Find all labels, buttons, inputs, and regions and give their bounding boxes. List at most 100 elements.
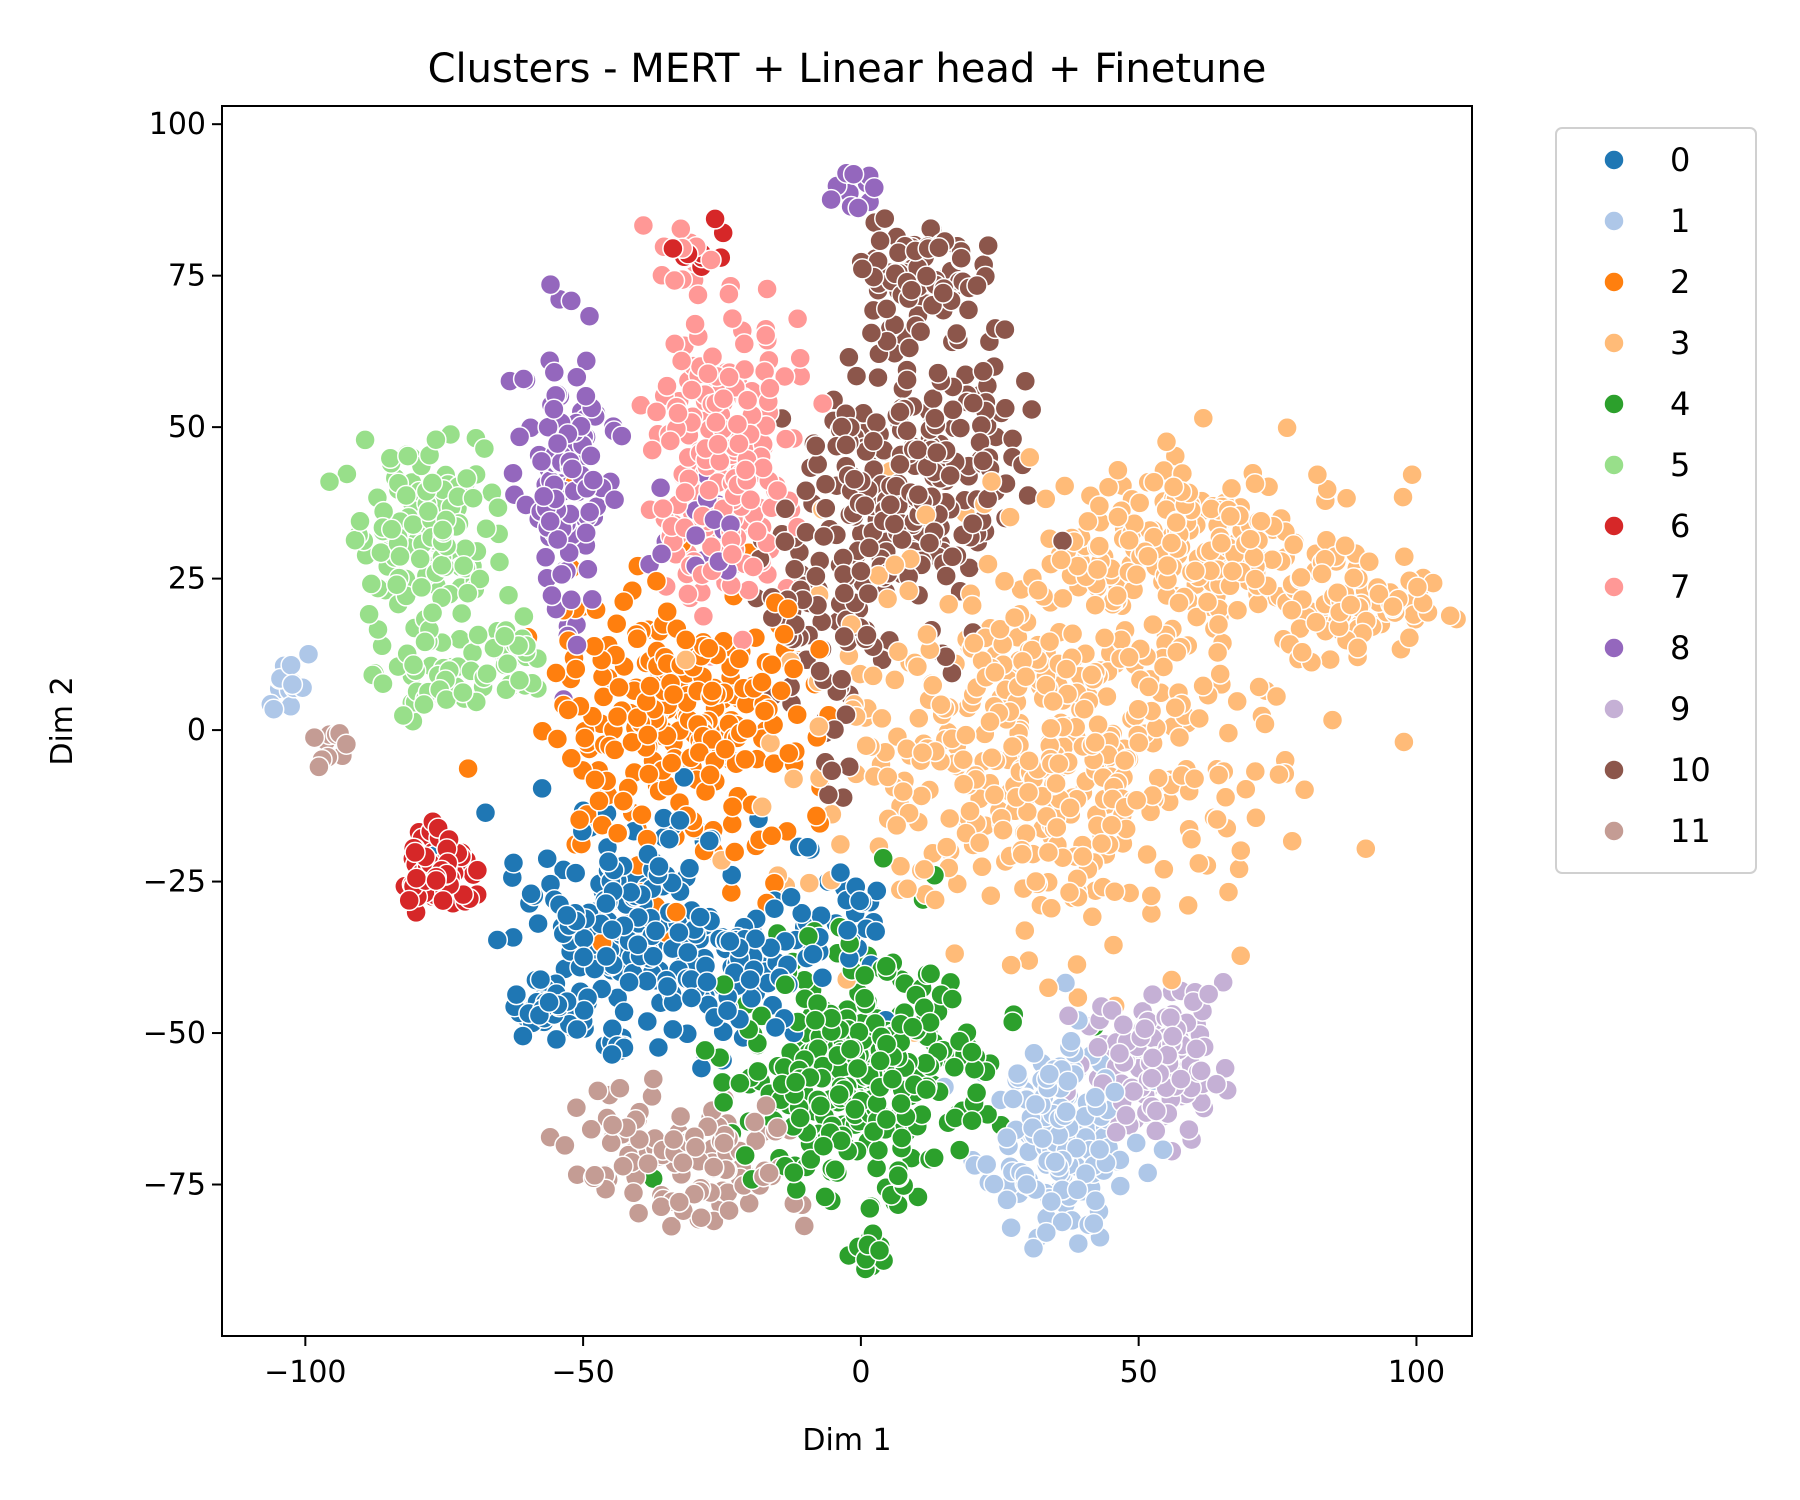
data-point-cluster-4 bbox=[839, 1038, 862, 1060]
data-point-cluster-0 bbox=[595, 892, 617, 915]
data-point-cluster-3 bbox=[1226, 690, 1248, 713]
data-point-cluster-4 bbox=[868, 1239, 891, 1262]
data-point-cluster-0 bbox=[564, 862, 587, 884]
data-point-cluster-3 bbox=[1406, 576, 1429, 598]
data-point-cluster-7 bbox=[645, 401, 668, 423]
data-point-cluster-0 bbox=[636, 970, 658, 992]
data-point-cluster-3 bbox=[1268, 763, 1290, 786]
data-point-cluster-0 bbox=[502, 852, 525, 874]
data-point-cluster-2 bbox=[545, 662, 567, 684]
data-point-cluster-7 bbox=[739, 489, 762, 511]
data-point-cluster-11 bbox=[660, 1215, 683, 1238]
data-point-cluster-0 bbox=[866, 880, 888, 902]
data-point-cluster-8 bbox=[649, 477, 672, 499]
data-point-cluster-0 bbox=[529, 968, 552, 991]
legend-label-5: 5 bbox=[1670, 446, 1690, 484]
legend-marker-3 bbox=[1603, 332, 1625, 354]
data-point-cluster-10 bbox=[924, 407, 946, 430]
data-point-cluster-7 bbox=[677, 583, 699, 605]
data-point-cluster-11 bbox=[662, 1128, 685, 1151]
data-point-cluster-10 bbox=[962, 392, 984, 414]
data-point-cluster-10 bbox=[832, 563, 855, 586]
data-point-cluster-3 bbox=[1311, 563, 1333, 585]
data-point-cluster-3 bbox=[1250, 510, 1272, 532]
data-point-cluster-3 bbox=[1127, 698, 1149, 720]
data-point-cluster-2 bbox=[701, 680, 724, 702]
data-point-cluster-10 bbox=[806, 453, 829, 476]
data-point-cluster-1 bbox=[1088, 1138, 1111, 1161]
data-point-cluster-8 bbox=[577, 558, 599, 581]
legend-marker-2 bbox=[1603, 271, 1625, 293]
data-point-cluster-3 bbox=[1226, 599, 1249, 621]
data-point-cluster-3 bbox=[1017, 781, 1040, 804]
data-point-cluster-10 bbox=[1051, 530, 1074, 552]
data-point-cluster-3 bbox=[1027, 579, 1049, 602]
data-point-cluster-2 bbox=[592, 686, 615, 708]
data-point-cluster-5 bbox=[397, 445, 419, 467]
data-point-cluster-10 bbox=[812, 525, 835, 548]
data-point-cluster-0 bbox=[486, 929, 509, 951]
data-point-cluster-5 bbox=[475, 517, 497, 540]
data-point-cluster-4 bbox=[961, 1041, 983, 1063]
data-point-cluster-10 bbox=[843, 468, 866, 491]
data-point-cluster-3 bbox=[1152, 656, 1175, 678]
data-point-cluster-2 bbox=[612, 590, 635, 613]
data-point-cluster-0 bbox=[520, 883, 542, 905]
data-point-cluster-8 bbox=[847, 197, 869, 219]
data-point-cluster-7 bbox=[697, 362, 719, 385]
data-point-cluster-0 bbox=[790, 902, 813, 925]
legend-label-2: 2 bbox=[1670, 263, 1690, 301]
data-point-cluster-5 bbox=[455, 467, 478, 490]
data-point-cluster-3 bbox=[1097, 476, 1120, 498]
data-point-cluster-10 bbox=[850, 560, 872, 582]
data-point-cluster-5 bbox=[358, 603, 380, 626]
data-point-cluster-3 bbox=[862, 665, 884, 687]
data-point-cluster-0 bbox=[647, 1036, 670, 1059]
y-tick-label: 50 bbox=[168, 410, 206, 445]
data-point-cluster-8 bbox=[578, 305, 601, 327]
data-point-cluster-10 bbox=[889, 401, 911, 423]
data-point-cluster-2 bbox=[751, 671, 773, 693]
data-point-cluster-5 bbox=[410, 576, 433, 599]
data-point-cluster-1 bbox=[1057, 1070, 1079, 1092]
data-point-cluster-11 bbox=[713, 1132, 735, 1154]
data-point-cluster-2 bbox=[605, 612, 628, 635]
data-point-cluster-0 bbox=[658, 828, 681, 850]
data-point-cluster-3 bbox=[1393, 731, 1415, 753]
data-point-cluster-4 bbox=[923, 1147, 945, 1169]
data-point-cluster-9 bbox=[1112, 1014, 1135, 1036]
chart-title: Clusters - MERT + Linear head + Finetune bbox=[428, 46, 1267, 92]
data-point-cluster-0 bbox=[739, 968, 761, 991]
data-point-cluster-7 bbox=[687, 284, 709, 306]
y-tick-label: 25 bbox=[168, 562, 206, 597]
data-point-cluster-10 bbox=[883, 513, 906, 535]
legend-label-10: 10 bbox=[1670, 751, 1711, 789]
data-point-cluster-1 bbox=[1104, 1081, 1126, 1103]
data-point-cluster-9 bbox=[1159, 1006, 1182, 1029]
data-point-cluster-0 bbox=[566, 1018, 588, 1041]
y-tick-label: 100 bbox=[149, 107, 206, 142]
data-point-cluster-6 bbox=[662, 237, 684, 260]
data-point-cluster-10 bbox=[977, 234, 999, 257]
data-point-cluster-2 bbox=[626, 706, 649, 729]
data-point-cluster-3 bbox=[992, 819, 1014, 841]
data-point-cluster-7 bbox=[652, 497, 674, 520]
data-point-cluster-3 bbox=[1239, 528, 1262, 550]
data-point-cluster-3 bbox=[1035, 488, 1057, 510]
data-point-cluster-3 bbox=[1245, 807, 1267, 829]
data-point-cluster-0 bbox=[627, 934, 649, 956]
data-point-cluster-3 bbox=[1196, 591, 1219, 613]
data-point-cluster-2 bbox=[777, 598, 799, 620]
data-point-cluster-1 bbox=[1083, 1212, 1105, 1235]
data-point-cluster-7 bbox=[731, 629, 754, 651]
data-point-cluster-5 bbox=[462, 487, 484, 509]
data-point-cluster-11 bbox=[743, 1111, 766, 1133]
data-point-cluster-2 bbox=[457, 757, 479, 780]
data-point-cluster-9 bbox=[1190, 1060, 1212, 1082]
data-point-cluster-9 bbox=[1101, 999, 1123, 1022]
data-point-cluster-4 bbox=[1001, 1011, 1024, 1033]
data-point-cluster-5 bbox=[452, 681, 474, 704]
data-point-cluster-3 bbox=[1219, 505, 1242, 528]
data-point-cluster-11 bbox=[600, 1132, 622, 1154]
data-point-cluster-3 bbox=[1093, 627, 1116, 649]
